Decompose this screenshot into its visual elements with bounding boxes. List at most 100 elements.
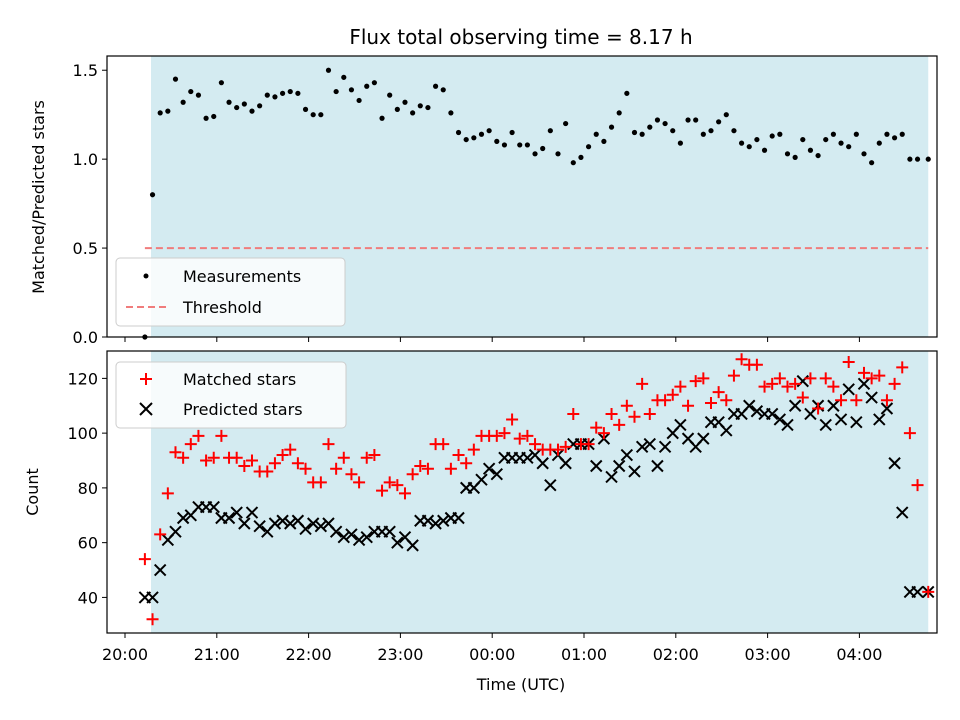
- matched-star-point: [398, 487, 411, 500]
- measurement-point: [371, 80, 377, 86]
- measurement-point: [387, 92, 393, 98]
- measurement-point: [677, 140, 683, 146]
- measurement-point: [792, 154, 798, 160]
- measurement-point: [631, 129, 638, 136]
- matched-star-point: [452, 449, 465, 462]
- predicted-star-point: [880, 402, 894, 415]
- count-x-tick-label: 02:00: [653, 645, 699, 664]
- predicted-star-point: [482, 462, 496, 475]
- measurement-point: [325, 67, 332, 73]
- matched-star-point: [789, 377, 802, 390]
- measurement-point: [838, 140, 844, 146]
- measurement-point: [203, 115, 209, 121]
- measurement-point: [287, 88, 293, 95]
- measurement-point: [524, 142, 530, 148]
- measurement-point: [425, 104, 431, 111]
- matched-star-point: [230, 451, 243, 464]
- measurement-point: [639, 131, 645, 137]
- matched-star-point: [360, 451, 373, 464]
- count-axes-frame: [106, 350, 938, 634]
- measurement-point: [616, 110, 622, 116]
- matched-star-point: [161, 487, 174, 500]
- matched-star-point: [314, 476, 327, 489]
- measurement-point: [195, 92, 202, 98]
- matched-star-point: [697, 372, 710, 385]
- predicted-star-point: [834, 413, 848, 426]
- measurement-point: [899, 131, 905, 137]
- matched-star-point: [727, 369, 740, 382]
- predicted-star-point: [299, 522, 312, 536]
- legend-predicted-label: Predicted stars: [183, 400, 303, 419]
- matched-star-point: [559, 440, 572, 453]
- matched-star-point: [567, 407, 580, 420]
- predicted-star-point: [421, 514, 435, 527]
- predicted-star-point: [605, 470, 618, 484]
- count-x-tick-label: 04:00: [836, 645, 882, 664]
- measurement-point: [241, 101, 247, 107]
- measurement-point: [226, 99, 232, 105]
- measurement-point: [341, 74, 347, 80]
- measurement-point: [807, 147, 814, 153]
- predicted-star-point: [536, 457, 549, 470]
- measurement-point: [540, 145, 546, 152]
- matched-star-point: [735, 353, 748, 366]
- measurement-point: [708, 128, 714, 134]
- matched-star-point: [582, 438, 595, 451]
- count-x-tick-label: 23:00: [377, 645, 423, 664]
- predicted-star-point: [245, 506, 259, 519]
- predicted-star-point: [391, 536, 404, 549]
- measurement-point: [784, 151, 791, 157]
- matched-star-point: [345, 468, 358, 481]
- matched-star-point: [911, 479, 924, 492]
- matched-star-point: [613, 418, 626, 431]
- count-x-tick-label: 00:00: [469, 645, 515, 664]
- predicted-star-point: [253, 520, 266, 533]
- matched-star-point: [758, 380, 771, 393]
- matched-star-point: [850, 394, 863, 407]
- measurement-point: [670, 128, 676, 134]
- predicted-star-point: [628, 465, 641, 478]
- predicted-star-point: [521, 451, 534, 464]
- measurement-point: [662, 120, 668, 127]
- measurement-point: [295, 90, 301, 96]
- matched-star-point: [276, 449, 289, 462]
- measurement-point: [700, 131, 706, 137]
- predicted-star-point: [773, 413, 787, 426]
- matched-star-point: [299, 462, 312, 475]
- matched-star-point: [444, 462, 457, 475]
- predicted-star-point: [437, 514, 450, 527]
- matched-star-point: [659, 394, 672, 407]
- measurement-point: [356, 97, 362, 104]
- measurement-point: [578, 154, 584, 160]
- ratio-y-tick-label: 0.0: [73, 328, 98, 347]
- matched-star-point: [551, 443, 564, 456]
- legend-matched-marker: [140, 373, 152, 385]
- matched-star-point: [781, 380, 794, 393]
- predicted-star-point: [383, 525, 396, 538]
- matched-star-point: [804, 372, 817, 385]
- matched-star-point: [437, 438, 450, 451]
- measurement-point: [823, 136, 829, 143]
- matched-star-point: [421, 462, 434, 475]
- predicted-star-point: [238, 517, 251, 530]
- measurement-point: [455, 129, 462, 136]
- measurement-point: [884, 131, 890, 137]
- measurement-point: [402, 99, 408, 105]
- ratio-y-tick-label: 1.5: [73, 61, 98, 80]
- matched-star-point: [827, 380, 840, 393]
- measurement-point: [348, 87, 355, 93]
- measurement-point: [830, 131, 836, 137]
- matched-star-point: [597, 427, 610, 440]
- measurement-point: [188, 88, 194, 95]
- measurement-point: [869, 160, 875, 166]
- predicted-star-point: [911, 585, 924, 599]
- measurement-point: [279, 90, 286, 96]
- predicted-star-point: [658, 440, 672, 454]
- count-x-tick-label: 20:00: [102, 645, 148, 664]
- matched-star-point: [154, 528, 167, 541]
- predicted-star-point: [842, 383, 855, 396]
- predicted-star-point: [781, 418, 794, 432]
- matched-star-point: [215, 429, 228, 442]
- measurement-point: [318, 112, 324, 118]
- matched-star-point: [368, 449, 381, 462]
